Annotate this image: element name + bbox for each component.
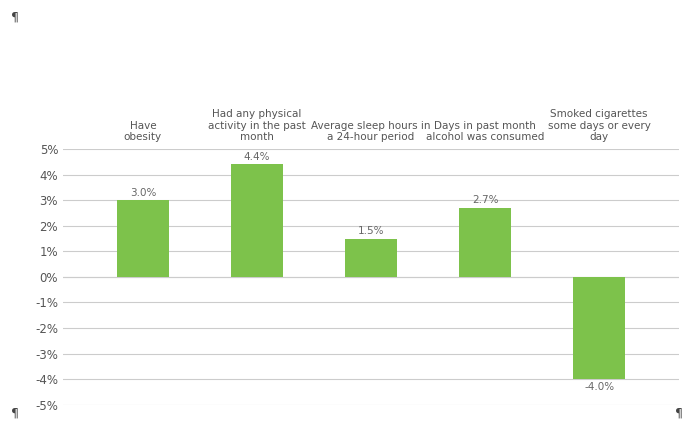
Bar — [459, 208, 511, 277]
Text: 4.4%: 4.4% — [244, 152, 270, 162]
Text: 2.7%: 2.7% — [472, 196, 498, 205]
Bar — [117, 200, 169, 277]
Text: Have
obesity: Have obesity — [124, 121, 162, 142]
Text: Smoked cigarettes
some days or every
day: Smoked cigarettes some days or every day — [547, 109, 650, 142]
Text: Average sleep hours in
a 24-hour period: Average sleep hours in a 24-hour period — [312, 121, 430, 142]
Text: Had any physical
activity in the past
month: Had any physical activity in the past mo… — [208, 109, 306, 142]
Text: 1.5%: 1.5% — [358, 226, 384, 236]
Text: ¶: ¶ — [675, 406, 682, 420]
Bar — [345, 239, 397, 277]
Text: -4.0%: -4.0% — [584, 382, 614, 391]
Text: ¶: ¶ — [10, 11, 18, 24]
Text: ¶: ¶ — [10, 406, 18, 420]
Bar — [231, 164, 283, 277]
Text: 3.0%: 3.0% — [130, 188, 156, 198]
Text: Days in past month
alcohol was consumed: Days in past month alcohol was consumed — [426, 121, 545, 142]
Bar — [573, 277, 625, 379]
